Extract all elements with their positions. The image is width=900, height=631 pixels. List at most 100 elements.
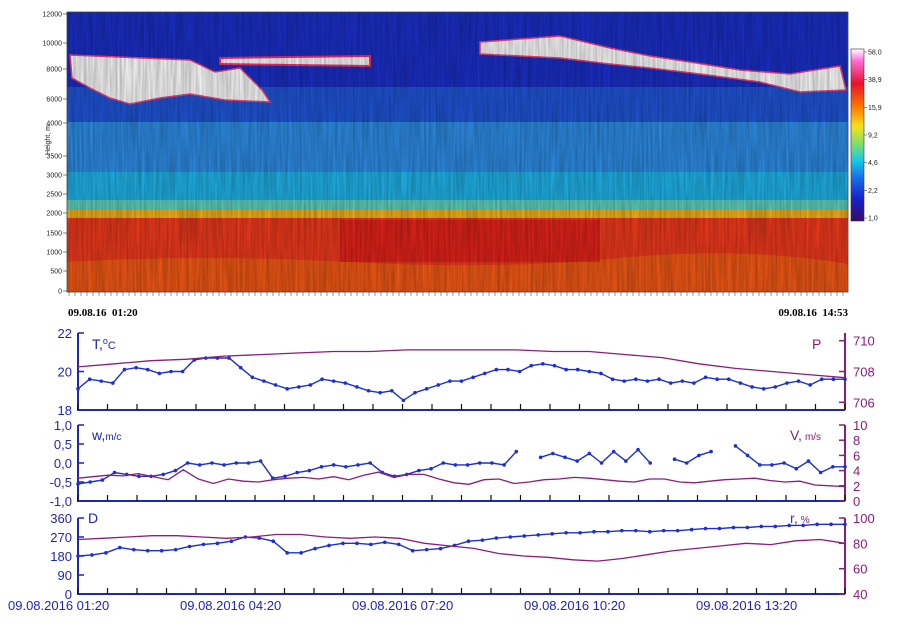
- data-point: [187, 544, 192, 549]
- x-axis-label: 09.08.2016 13:20: [696, 598, 797, 613]
- right-tick-label: 2: [853, 479, 860, 494]
- heatmap-y-tick-label: 4000: [46, 121, 62, 128]
- left-series-line: [540, 448, 651, 464]
- left-tick-label: 90: [58, 568, 72, 583]
- data-point: [818, 470, 823, 475]
- data-point: [438, 546, 443, 551]
- data-point: [680, 379, 685, 383]
- panel3-left-label: D: [88, 510, 98, 526]
- data-point: [448, 379, 452, 383]
- colorbar-tick-label: 1,0: [868, 216, 878, 223]
- data-point: [234, 461, 239, 465]
- data-point: [689, 527, 694, 532]
- colorbar-tick-label: 38,9: [868, 77, 882, 84]
- data-point: [369, 542, 373, 547]
- data-point: [104, 551, 108, 555]
- colorbar-tick-label: 4,6: [868, 160, 878, 167]
- data-point: [396, 542, 401, 547]
- data-point: [389, 388, 394, 393]
- data-point: [134, 365, 138, 370]
- data-point: [506, 367, 510, 372]
- panel3-series: [76, 522, 847, 562]
- data-point: [843, 522, 847, 527]
- data-point: [552, 363, 557, 368]
- data-point: [466, 539, 471, 544]
- data-point: [477, 461, 482, 465]
- data-point: [796, 379, 801, 383]
- data-point: [738, 381, 743, 385]
- data-point: [717, 526, 722, 531]
- data-point: [538, 455, 543, 460]
- panel2-left-label: w,m/c: [91, 427, 121, 443]
- data-point: [341, 541, 345, 546]
- data-point: [773, 524, 778, 529]
- data-point: [831, 377, 836, 382]
- left-tick-label: 20: [58, 365, 72, 380]
- right-tick-label: 706: [853, 395, 875, 410]
- data-point: [307, 468, 312, 473]
- data-point: [417, 468, 421, 473]
- panel3-ticks: 0 90 180 270 360 40 60 80 100: [50, 511, 874, 602]
- right-tick-label: 8: [853, 433, 860, 448]
- right-series-line: [77, 533, 846, 562]
- data-point: [99, 379, 104, 383]
- data-point: [319, 465, 324, 469]
- panel2-series: [76, 444, 847, 488]
- data-point: [111, 381, 115, 385]
- data-point: [645, 379, 650, 383]
- heatmap-y-tick-label: 1500: [46, 231, 62, 238]
- data-point: [750, 385, 754, 389]
- data-point: [575, 459, 579, 463]
- colorbar-tick-label: 58,0: [868, 50, 882, 57]
- data-point: [173, 468, 178, 473]
- heatmap-y-tick-label: 3500: [46, 154, 62, 161]
- data-point: [647, 529, 652, 534]
- data-point: [672, 457, 677, 462]
- panel2-right-label: V, m/s: [790, 427, 821, 443]
- data-point: [731, 525, 736, 530]
- data-point: [88, 480, 92, 484]
- heatmap-y-tick-label: 6000: [46, 97, 62, 104]
- panel2-left-axis: [77, 425, 845, 502]
- colorbar-tick-label: 9,2: [868, 133, 878, 140]
- data-point: [118, 545, 122, 550]
- data-point: [383, 540, 387, 545]
- colorbar-tick-label: 2,2: [868, 188, 878, 195]
- data-point: [250, 375, 255, 380]
- data-point: [100, 478, 105, 482]
- panel1-left-label: T,oC: [92, 336, 116, 352]
- data-point: [87, 377, 92, 382]
- data-point: [227, 356, 231, 360]
- data-point: [657, 377, 661, 382]
- data-point: [297, 385, 301, 389]
- data-point: [238, 365, 243, 370]
- data-point: [331, 463, 336, 467]
- data-point: [465, 463, 470, 467]
- data-point: [76, 554, 80, 558]
- data-point: [622, 379, 626, 383]
- data-point: [733, 444, 738, 448]
- data-point: [271, 539, 276, 544]
- data-point: [611, 449, 616, 454]
- data-point: [843, 465, 847, 469]
- data-point: [76, 387, 80, 391]
- data-point: [541, 362, 545, 366]
- data-point: [246, 461, 251, 465]
- data-point: [355, 541, 359, 546]
- panel1-ticks: 18 20 22 706 708 710: [58, 326, 875, 418]
- data-point: [180, 369, 185, 374]
- data-point: [210, 461, 214, 465]
- data-point: [145, 367, 150, 372]
- right-tick-label: 708: [853, 365, 875, 380]
- data-point: [703, 526, 708, 531]
- data-point: [843, 377, 847, 382]
- data-point: [551, 451, 555, 456]
- data-point: [112, 470, 117, 475]
- data-point: [709, 449, 713, 454]
- heatmap-y-tick-label: 500: [50, 269, 62, 276]
- data-point: [197, 463, 202, 467]
- data-point: [285, 387, 289, 391]
- left-tick-label: 1,0: [54, 418, 72, 433]
- x-axis-labels: 09.08.2016 01:20 09.08.2016 04:20 09.08.20…: [8, 598, 797, 613]
